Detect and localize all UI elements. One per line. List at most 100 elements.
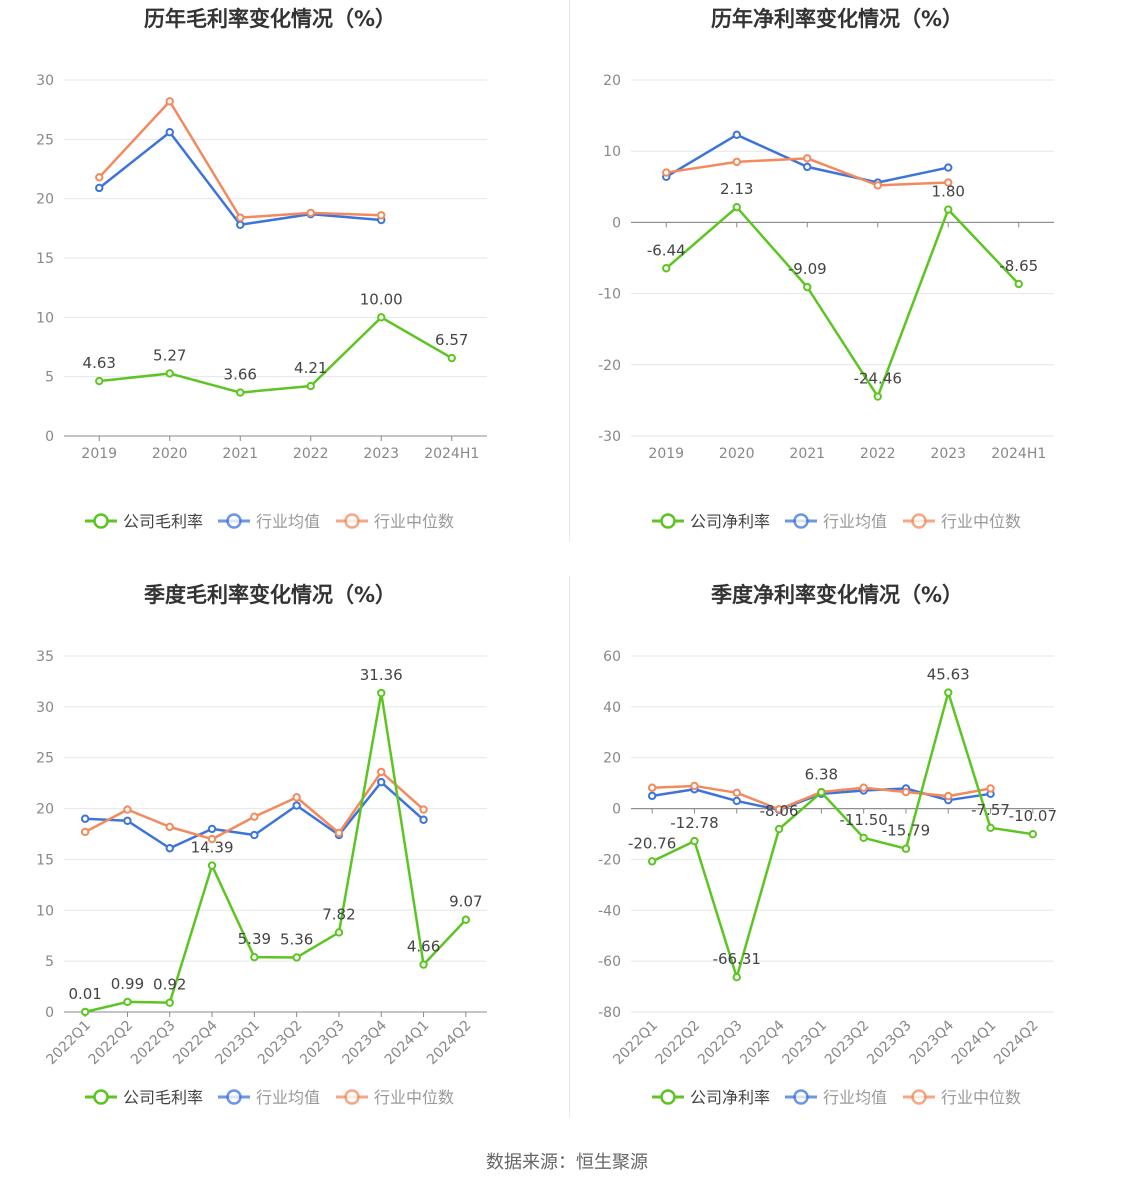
- data-point-median[interactable]: [250, 812, 259, 821]
- data-point-median[interactable]: [306, 208, 315, 218]
- data-point-median[interactable]: [207, 834, 217, 844]
- data-point-median[interactable]: [732, 157, 741, 167]
- data-point-avg[interactable]: [165, 844, 174, 853]
- data-point-company[interactable]: [95, 376, 104, 386]
- data-point-company[interactable]: [986, 823, 995, 833]
- data-point-avg[interactable]: [207, 824, 217, 834]
- data-point-avg[interactable]: [250, 830, 259, 840]
- data-point-median[interactable]: [95, 173, 104, 182]
- x-tick-label: 2024Q2: [424, 1018, 475, 1069]
- data-label: -10.07: [1009, 807, 1057, 825]
- legend-item-avg[interactable]: 行业均值: [785, 1088, 887, 1107]
- chart-annual-net-margin: 历年净利率变化情况（%） -30 -20 -10 0 10 20 2019 2020 2021 20…: [567, 0, 1134, 576]
- data-point-median[interactable]: [901, 787, 911, 797]
- data-point-median[interactable]: [80, 827, 90, 837]
- data-point-median[interactable]: [986, 784, 995, 793]
- data-point-median[interactable]: [944, 791, 953, 801]
- legend-marker: [226, 513, 242, 529]
- data-point-avg[interactable]: [647, 791, 657, 801]
- data-point-median[interactable]: [419, 805, 428, 814]
- data-label: 4.21: [294, 359, 327, 377]
- data-point-median[interactable]: [292, 793, 301, 802]
- legend-item-company[interactable]: 公司净利率: [652, 512, 770, 531]
- data-point-company[interactable]: [1028, 829, 1038, 839]
- data-label: -8.65: [999, 257, 1038, 275]
- data-point-median[interactable]: [334, 828, 344, 838]
- chart-svg: 历年毛利率变化情况（%） 0 5 10 15 20 25 30 2019 2020 2021 2022…: [36, 7, 487, 531]
- data-point-median[interactable]: [803, 154, 812, 163]
- data-point-avg[interactable]: [419, 815, 428, 824]
- data-point-company[interactable]: [334, 928, 344, 937]
- data-point-company[interactable]: [165, 998, 174, 1007]
- data-point-company[interactable]: [944, 688, 953, 697]
- legend-item-avg[interactable]: 行业均值: [785, 512, 887, 531]
- data-point-company[interactable]: [859, 833, 868, 843]
- data-point-median[interactable]: [662, 168, 671, 177]
- data-point-company[interactable]: [123, 997, 132, 1007]
- data-point-avg[interactable]: [165, 128, 174, 137]
- data-point-median[interactable]: [774, 805, 784, 814]
- data-point-median[interactable]: [873, 181, 882, 190]
- data-point-company[interactable]: [165, 369, 174, 378]
- data-point-median[interactable]: [647, 783, 657, 792]
- legend-item-median[interactable]: 行业中位数: [903, 512, 1021, 531]
- legend-item-company[interactable]: 公司毛利率: [85, 1088, 203, 1107]
- data-point-company[interactable]: [732, 972, 741, 982]
- data-point-company[interactable]: [774, 824, 784, 834]
- legend-item-avg[interactable]: 行业均值: [218, 512, 320, 531]
- y-tick-label: -10: [598, 287, 621, 303]
- data-point-company[interactable]: [80, 1007, 90, 1017]
- data-point-avg[interactable]: [236, 220, 245, 229]
- data-point-company[interactable]: [447, 353, 456, 363]
- data-point-avg[interactable]: [292, 801, 301, 810]
- legend-marker: [911, 513, 927, 529]
- legend-item-median[interactable]: 行业中位数: [336, 512, 454, 531]
- data-point-company[interactable]: [873, 392, 882, 401]
- data-point-company[interactable]: [803, 282, 812, 292]
- legend-item-avg[interactable]: 行业均值: [218, 1088, 320, 1107]
- data-point-company[interactable]: [236, 388, 245, 397]
- data-label: -12.78: [670, 814, 718, 832]
- series-line-avg: [98, 130, 382, 227]
- data-point-company[interactable]: [647, 857, 657, 866]
- data-point-company[interactable]: [690, 836, 699, 846]
- legend-item-median[interactable]: 行业中位数: [903, 1088, 1021, 1107]
- data-point-median[interactable]: [377, 767, 386, 777]
- data-point-company[interactable]: [817, 788, 826, 797]
- data-point-avg[interactable]: [377, 777, 386, 787]
- data-point-avg[interactable]: [732, 796, 741, 806]
- data-point-company[interactable]: [306, 381, 315, 391]
- data-point-avg[interactable]: [803, 162, 812, 172]
- data-point-median[interactable]: [165, 97, 174, 106]
- data-point-company[interactable]: [732, 203, 741, 212]
- data-point-company[interactable]: [377, 688, 386, 698]
- data-point-avg[interactable]: [80, 814, 90, 823]
- data-point-median[interactable]: [165, 822, 174, 832]
- data-point-median[interactable]: [236, 213, 245, 222]
- data-point-avg[interactable]: [123, 816, 132, 825]
- data-point-company[interactable]: [250, 952, 259, 962]
- data-point-median[interactable]: [732, 788, 741, 798]
- data-point-median[interactable]: [859, 783, 868, 792]
- legend-item-median[interactable]: 行业中位数: [336, 1088, 454, 1107]
- data-point-company[interactable]: [1014, 279, 1023, 289]
- data-point-avg[interactable]: [95, 183, 104, 193]
- data-point-company[interactable]: [662, 264, 671, 273]
- data-point-median[interactable]: [123, 805, 132, 814]
- data-point-company[interactable]: [292, 953, 301, 962]
- data-point-company[interactable]: [461, 915, 471, 924]
- data-point-company[interactable]: [419, 960, 428, 969]
- data-point-company[interactable]: [901, 844, 911, 853]
- legend-item-company[interactable]: 公司净利率: [652, 1088, 770, 1107]
- data-point-median[interactable]: [690, 781, 699, 791]
- chart-svg: 季度毛利率变化情况（%）051015202530352022Q12022Q220…: [36, 583, 487, 1107]
- data-point-company[interactable]: [207, 861, 217, 870]
- data-point-avg[interactable]: [732, 130, 741, 140]
- data-point-median[interactable]: [377, 211, 386, 220]
- data-point-company[interactable]: [377, 313, 386, 322]
- legend-item-company[interactable]: 公司毛利率: [85, 512, 203, 531]
- data-label: -15.79: [882, 822, 930, 840]
- data-point-avg[interactable]: [944, 163, 953, 172]
- data-point-company[interactable]: [944, 205, 953, 214]
- data-point-median[interactable]: [944, 178, 953, 187]
